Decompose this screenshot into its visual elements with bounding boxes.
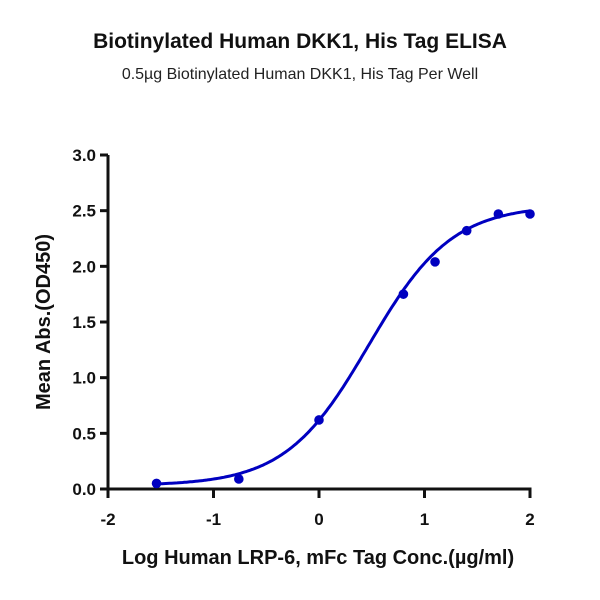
x-axis-label: Log Human LRP-6, mFc Tag Conc.(µg/ml) xyxy=(122,547,514,569)
y-tick-label: 2.0 xyxy=(72,257,96,276)
data-point xyxy=(314,415,324,425)
data-point xyxy=(234,474,244,484)
y-tick-label: 3.0 xyxy=(72,146,96,165)
y-tick-label: 1.5 xyxy=(72,313,96,332)
data-point xyxy=(525,209,535,219)
y-tick-label: 2.5 xyxy=(72,202,96,221)
x-tick-label: -2 xyxy=(100,510,115,529)
x-tick-label: 2 xyxy=(525,510,534,529)
x-tick-label: 0 xyxy=(314,510,323,529)
y-tick-label: 0.5 xyxy=(72,424,96,443)
y-axis-label: Mean Abs.(OD450) xyxy=(33,234,55,410)
y-tick-label: 0.0 xyxy=(72,480,96,499)
data-point xyxy=(461,225,472,236)
data-point xyxy=(398,289,409,299)
x-tick-label: -1 xyxy=(206,510,221,529)
data-point xyxy=(493,209,504,219)
data-point xyxy=(430,257,440,267)
y-tick-label: 1.0 xyxy=(72,369,96,388)
x-tick-label: 1 xyxy=(420,510,429,529)
fit-curve xyxy=(156,209,531,486)
chart-subtitle: 0.5µg Biotinylated Human DKK1, His Tag P… xyxy=(121,66,479,83)
data-point xyxy=(151,478,162,489)
chart-title: Biotinylated Human DKK1, His Tag ELISA xyxy=(93,30,507,53)
